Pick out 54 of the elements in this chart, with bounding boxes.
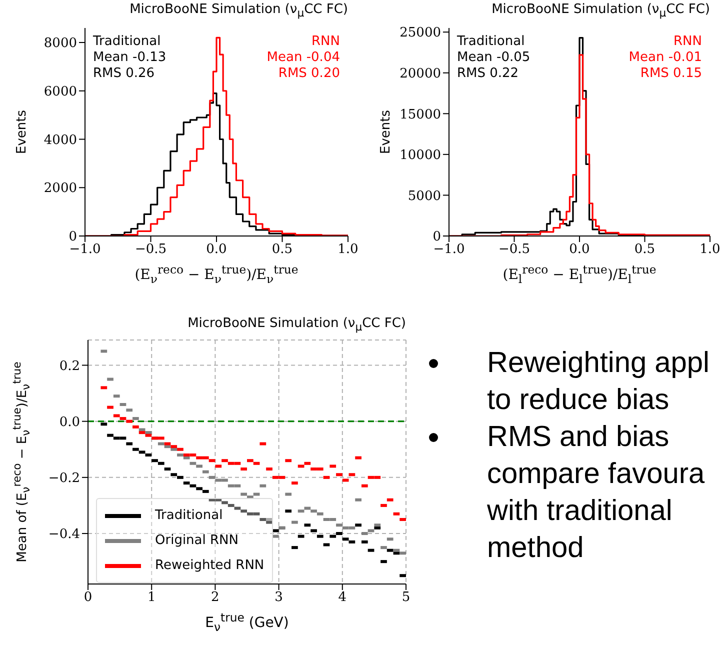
- x-tick-label: 1.0: [338, 242, 358, 258]
- y-tick-label: 4000: [44, 132, 77, 148]
- y-tick-label: 20000: [400, 66, 441, 82]
- legend-label: Original RNN: [155, 533, 238, 548]
- annotation: RMS 0.15: [639, 66, 702, 82]
- y-tick-label: 10000: [400, 148, 441, 164]
- text: RNN: [310, 34, 340, 50]
- x-tick-label: 0.5: [634, 242, 656, 258]
- text: RNN: [672, 34, 702, 50]
- chart-title: MicroBooNE Simulation (ν$_{μ}$CC FC): [188, 316, 406, 334]
- y-tick-label: 0: [432, 230, 441, 245]
- x-tick-label: −1.0: [69, 242, 101, 258]
- annotation: RMS 0.26: [93, 66, 156, 82]
- x-tick-label: 5: [402, 590, 410, 606]
- x-tick-label: −0.5: [498, 242, 530, 258]
- y-tick-label: 0: [68, 230, 77, 245]
- x-tick-label: 1: [147, 590, 156, 606]
- annotation: RMS 0.22: [457, 66, 520, 82]
- text: Traditional: [93, 34, 162, 50]
- legend-label: Traditional: [155, 508, 223, 523]
- x-axis-title: E$_{ν}$$^{true}$ (GeV): [205, 610, 289, 634]
- x-tick-label: 2: [211, 590, 220, 606]
- y-tick-label: 25000: [400, 26, 441, 41]
- text: RMS and bias compare favoura with traditional method: [487, 420, 706, 566]
- annotation: RMS 0.20: [277, 66, 340, 82]
- x-tick-label: 0: [84, 590, 92, 606]
- x-tick-label: −0.5: [134, 242, 167, 258]
- text: Reweighting appl to reduce bias: [487, 346, 710, 418]
- annotation: Mean -0.05: [457, 50, 530, 66]
- y-tick-label: 2000: [44, 181, 77, 196]
- y-tick-label: 0.0: [59, 414, 80, 430]
- annotation: Mean -0.01: [628, 50, 702, 66]
- y-tick-label: 0.2: [59, 358, 80, 374]
- chart-title: MicroBooNE Simulation (ν$_{μ}$CC FC): [492, 2, 710, 20]
- y-tick-label: −0.4: [48, 527, 80, 542]
- annotation: Mean -0.13: [93, 50, 166, 66]
- chart-title: MicroBooNE Simulation (ν$_{μ}$CC FC): [130, 2, 348, 20]
- y-tick-label: 6000: [44, 84, 77, 100]
- y-tick-label: 15000: [400, 107, 441, 122]
- y-tick-label: 8000: [44, 36, 77, 52]
- y-axis-title: Events: [14, 110, 30, 154]
- x-tick-label: 0.0: [206, 242, 227, 258]
- y-axis-title: Events: [378, 110, 394, 154]
- x-tick-label: 4: [338, 590, 347, 606]
- legend-label: Reweighted RNN: [155, 558, 264, 573]
- annotation: Mean -0.04: [266, 50, 340, 66]
- x-tick-label: 0.0: [569, 242, 590, 258]
- x-tick-label: 0.5: [272, 242, 293, 258]
- y-tick-label: 5000: [408, 188, 441, 204]
- y-tick-label: −0.2: [48, 471, 80, 486]
- text: Traditional: [457, 34, 526, 50]
- x-tick-label: 1.0: [700, 242, 720, 258]
- x-tick-label: 3: [274, 590, 283, 606]
- x-tick-label: −1.0: [433, 242, 465, 258]
